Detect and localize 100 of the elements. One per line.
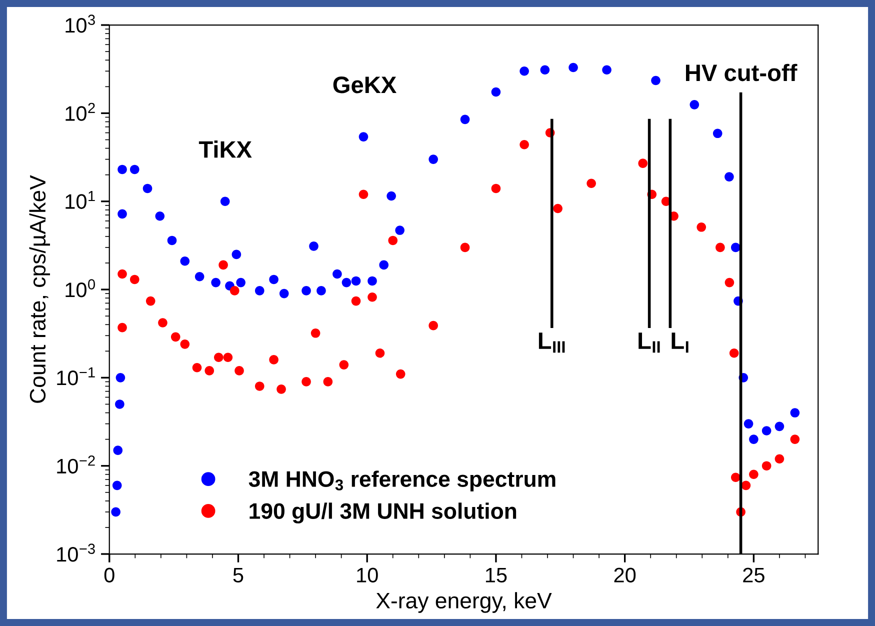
point	[254, 286, 264, 296]
point	[790, 434, 800, 444]
point	[232, 250, 242, 260]
point	[130, 274, 140, 284]
point	[180, 256, 190, 266]
ref-line-label: L$_{II}$	[638, 332, 660, 353]
point	[540, 65, 550, 75]
y-tick-label: 10$^{−1}$	[57, 367, 95, 386]
point	[368, 276, 377, 286]
point	[112, 480, 122, 490]
point	[351, 276, 361, 286]
point	[741, 480, 751, 490]
point	[192, 362, 202, 372]
point	[395, 226, 404, 235]
point	[358, 132, 368, 142]
point	[358, 190, 368, 200]
point	[368, 292, 377, 302]
point	[762, 426, 772, 436]
x-axis-title: X-ray energy, keV	[376, 592, 552, 613]
point	[309, 242, 318, 251]
point	[379, 260, 389, 270]
legend-label: 3M HNO$_{3}$ reference spectrum	[248, 470, 556, 492]
point	[310, 328, 320, 338]
point	[118, 209, 127, 219]
y-tick-label: 10$^{−2}$	[57, 455, 95, 474]
point	[749, 434, 758, 444]
point	[375, 348, 385, 358]
point	[724, 172, 734, 182]
point	[762, 461, 772, 471]
legend-label: 190 gU/l 3M UNH solution	[250, 502, 516, 524]
point	[118, 322, 127, 332]
x-tick-label: 10	[357, 568, 378, 583]
point	[553, 204, 562, 214]
point	[115, 400, 124, 409]
point	[724, 278, 734, 288]
point	[351, 296, 361, 306]
point	[194, 272, 204, 282]
point	[214, 352, 224, 362]
point	[236, 278, 246, 288]
point	[316, 286, 326, 296]
point	[729, 348, 739, 358]
point	[386, 191, 396, 201]
point	[146, 296, 156, 306]
point	[269, 274, 278, 284]
point	[167, 236, 177, 246]
point	[339, 360, 349, 370]
point	[302, 286, 311, 296]
point	[118, 269, 127, 279]
point	[254, 382, 264, 391]
point	[223, 352, 233, 362]
point	[170, 332, 180, 342]
point	[302, 377, 311, 386]
point	[116, 373, 126, 382]
point	[716, 242, 725, 252]
y-tick-label: 10$^{−3}$	[57, 544, 95, 562]
point	[744, 419, 754, 428]
point	[690, 100, 700, 110]
point	[460, 114, 470, 124]
point	[774, 454, 784, 464]
x-tick-label: 15	[486, 568, 507, 583]
point	[491, 87, 501, 97]
point	[774, 422, 784, 432]
point	[323, 377, 333, 386]
point	[730, 242, 740, 252]
y-tick-label: 10$^{2}$	[66, 102, 95, 121]
point	[118, 164, 127, 174]
point	[520, 140, 529, 150]
point	[696, 222, 706, 232]
point	[396, 369, 406, 379]
point	[332, 269, 342, 279]
point	[730, 472, 740, 482]
ref-line-label: HV cut-off	[686, 64, 798, 82]
point	[638, 158, 648, 168]
x-tick-label: 20	[614, 568, 636, 583]
point	[749, 470, 758, 480]
point	[230, 286, 240, 296]
point	[388, 236, 398, 246]
x-tick-label: 25	[743, 568, 764, 583]
point	[342, 278, 352, 288]
point	[586, 178, 596, 188]
point	[568, 62, 578, 72]
x-tick-label: 5	[233, 568, 244, 583]
x-tick-label: 0	[104, 568, 114, 583]
point	[111, 507, 120, 517]
point	[234, 366, 244, 376]
point	[520, 66, 529, 76]
point	[155, 211, 165, 221]
point	[428, 320, 438, 330]
y-tick-label: 10$^{1}$	[66, 190, 95, 209]
point	[602, 65, 612, 75]
y-tick-label: 10$^{0}$	[66, 279, 96, 298]
point	[712, 128, 722, 138]
point	[180, 340, 190, 349]
point	[276, 384, 286, 394]
y-axis-title: Count rate, cps/µA/keV	[29, 175, 50, 403]
point	[279, 288, 289, 298]
y-tick-label: 10$^{3}$	[66, 14, 95, 33]
point	[113, 446, 123, 455]
point	[460, 242, 470, 252]
annotation: GeKX	[333, 76, 396, 94]
